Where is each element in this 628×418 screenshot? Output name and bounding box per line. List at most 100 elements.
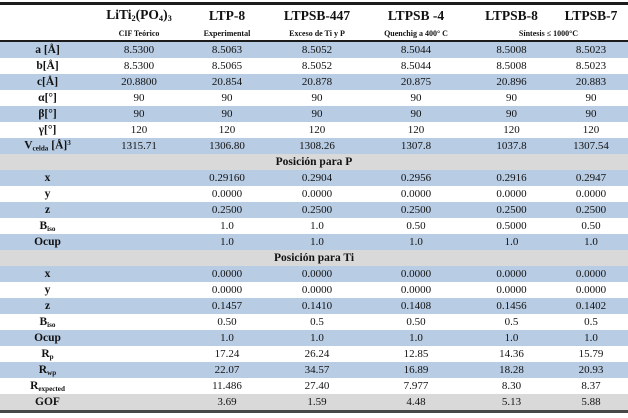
data-cell: 34.57 <box>271 362 363 378</box>
table-header: LiTi2(PO4)3 LTP-8 LTPSB-447 LTPSB -4 LTPSB-8… <box>0 3 628 41</box>
data-cell: 0.5 <box>469 314 554 330</box>
column-subheader-2: Experimental <box>183 26 271 41</box>
data-cell: 0.2947 <box>554 170 628 186</box>
data-cell: 17.24 <box>183 346 271 362</box>
data-cell: 8.5300 <box>95 58 183 74</box>
data-cell: 3.69 <box>183 394 271 412</box>
data-cell: 20.854 <box>183 74 271 90</box>
table-row: z 0.1457 0.1410 0.1408 0.1456 0.1402 <box>0 298 628 314</box>
data-cell: 0.0000 <box>469 266 554 282</box>
data-cell: 8.5023 <box>554 41 628 58</box>
data-cell: 8.5065 <box>183 58 271 74</box>
data-cell: 0.2500 <box>271 202 363 218</box>
row-label: b[Å] <box>0 58 95 74</box>
data-cell: 0.29160 <box>183 170 271 186</box>
data-cell <box>95 314 183 330</box>
data-cell: 0.0000 <box>183 266 271 282</box>
data-cell: 120 <box>469 122 554 138</box>
data-cell: 0.5 <box>271 314 363 330</box>
data-cell: 26.24 <box>271 346 363 362</box>
data-cell: 0.0000 <box>271 186 363 202</box>
data-cell: 90 <box>554 106 628 122</box>
row-label: Vcelda [Å]3 <box>0 138 95 154</box>
row-label: x <box>0 170 95 186</box>
data-cell <box>95 202 183 218</box>
column-header-0 <box>0 3 95 26</box>
data-cell: 0.5 <box>554 314 628 330</box>
data-cell: 0.50 <box>554 218 628 234</box>
data-cell: 0.2956 <box>363 170 469 186</box>
data-cell: 90 <box>469 90 554 106</box>
table-row: b[Å] 8.5300 8.5065 8.5052 8.5044 8.5008 8.5023 <box>0 58 628 74</box>
table-row: GOF 3.69 1.59 4.48 5.13 5.88 <box>0 394 628 412</box>
table-row: α[°] 90 90 90 90 90 90 <box>0 90 628 106</box>
data-cell: 120 <box>554 122 628 138</box>
column-header-5: LTPSB-8 <box>469 3 554 26</box>
data-cell: 1308.26 <box>271 138 363 154</box>
data-cell: 1.0 <box>183 330 271 346</box>
data-cell: 0.0000 <box>363 186 469 202</box>
data-cell: 8.37 <box>554 378 628 394</box>
row-label: y <box>0 186 95 202</box>
data-cell: 15.79 <box>554 346 628 362</box>
data-cell: 5.88 <box>554 394 628 412</box>
table-row: γ[°] 120 120 120 120 120 120 <box>0 122 628 138</box>
row-label: Biso <box>0 314 95 330</box>
data-cell <box>95 394 183 412</box>
data-cell: 8.5008 <box>469 58 554 74</box>
row-label: Ocup <box>0 234 95 250</box>
data-cell: 0.50 <box>363 218 469 234</box>
table-row: z 0.2500 0.2500 0.2500 0.2500 0.2500 <box>0 202 628 218</box>
row-label: Rexpected <box>0 378 95 394</box>
data-cell: 8.5008 <box>469 41 554 58</box>
table-row: c[Å] 20.8800 20.854 20.878 20.875 20.896 20.88… <box>0 74 628 90</box>
data-cell: 8.5052 <box>271 58 363 74</box>
data-cell: 1306.80 <box>183 138 271 154</box>
data-cell: 90 <box>363 90 469 106</box>
data-cell: 8.5063 <box>183 41 271 58</box>
column-header-6: LTPSB-7 <box>554 3 628 26</box>
data-cell: 120 <box>271 122 363 138</box>
data-cell: 20.8800 <box>95 74 183 90</box>
data-cell: 1.0 <box>469 234 554 250</box>
data-cell: 0.0000 <box>271 282 363 298</box>
table-row: Rwp 22.07 34.57 16.89 18.28 20.93 <box>0 362 628 378</box>
table-row: x 0.0000 0.0000 0.0000 0.0000 0.0000 <box>0 266 628 282</box>
data-cell: 0.0000 <box>469 186 554 202</box>
data-cell <box>95 186 183 202</box>
data-cell: 0.2500 <box>363 202 469 218</box>
data-cell <box>95 362 183 378</box>
data-cell: 90 <box>95 106 183 122</box>
column-subheader-4: Quenchig a 400° C <box>363 26 469 41</box>
data-cell: 1.0 <box>469 330 554 346</box>
data-cell: 1037.8 <box>469 138 554 154</box>
data-cell: 90 <box>95 90 183 106</box>
data-cell: 7.977 <box>363 378 469 394</box>
data-cell <box>95 346 183 362</box>
section-header: Posición para P <box>0 154 628 170</box>
data-cell: 20.896 <box>469 74 554 90</box>
data-cell: 0.0000 <box>271 266 363 282</box>
row-label: Rp <box>0 346 95 362</box>
table-row: Rexpected 11.486 27.40 7.977 8.30 8.37 <box>0 378 628 394</box>
data-cell: 0.1456 <box>469 298 554 314</box>
data-cell: 11.486 <box>183 378 271 394</box>
row-label: α[°] <box>0 90 95 106</box>
table-row: y 0.0000 0.0000 0.0000 0.0000 0.0000 <box>0 186 628 202</box>
data-cell: 90 <box>271 90 363 106</box>
data-cell: 90 <box>363 106 469 122</box>
data-cell: 4.48 <box>363 394 469 412</box>
data-cell: 0.2500 <box>183 202 271 218</box>
column-subheader-5: Síntesis ≤ 1000°C <box>469 26 628 41</box>
table-row: β[°] 90 90 90 90 90 90 <box>0 106 628 122</box>
section-header: Posición para Ti <box>0 250 628 266</box>
data-cell: 0.1408 <box>363 298 469 314</box>
data-cell: 1315.71 <box>95 138 183 154</box>
data-cell <box>95 282 183 298</box>
data-cell: 0.0000 <box>554 282 628 298</box>
row-label: GOF <box>0 394 95 412</box>
row-label: z <box>0 298 95 314</box>
data-cell: 0.2500 <box>469 202 554 218</box>
